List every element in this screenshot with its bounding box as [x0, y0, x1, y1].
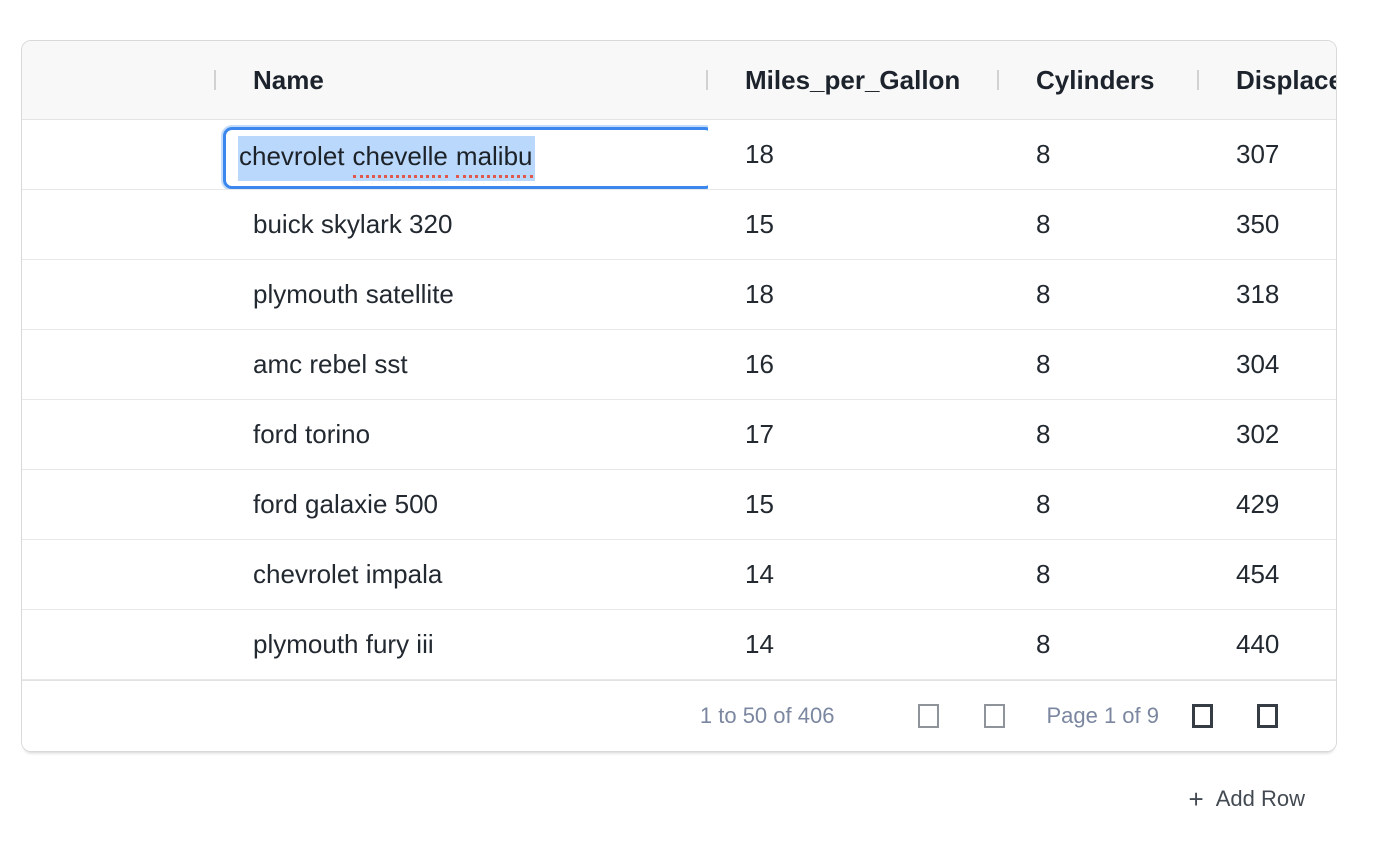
data-grid: Name Miles_per_Gallon Cylinders Displace… [21, 40, 1337, 752]
first-page-icon [918, 704, 940, 728]
header-name[interactable]: Name [216, 41, 708, 119]
cylinders-cell[interactable]: 8 [1036, 139, 1051, 169]
displacement-cell[interactable]: 429 [1236, 489, 1280, 519]
cylinders-cell[interactable]: 8 [1036, 279, 1051, 309]
plus-icon: + [1188, 784, 1204, 814]
cylinders-cell[interactable]: 8 [1036, 209, 1051, 239]
name-cell[interactable]: amc rebel sst [253, 349, 408, 379]
cell-editor-input[interactable]: chevrolet chevelle malibu [223, 127, 708, 189]
displacement-cell[interactable]: 307 [1236, 139, 1280, 169]
blank-cell [22, 610, 216, 679]
column-resize-handle[interactable] [1197, 70, 1199, 90]
cylinders-cell[interactable]: 8 [1036, 559, 1051, 589]
column-resize-handle[interactable] [706, 70, 708, 90]
cylinders-cell[interactable]: 8 [1036, 629, 1051, 659]
editor-word: chevrolet [239, 140, 345, 171]
table-row: plymouth fury iii 14 8 440 [22, 610, 1336, 680]
page-label: Page 1 of 9 [1046, 703, 1159, 728]
table-row: chevrolet impala 14 8 454 [22, 540, 1336, 610]
name-cell[interactable]: ford torino [253, 419, 371, 449]
text-selection: chevrolet chevelle malibu [238, 135, 535, 181]
mpg-cell[interactable]: 14 [745, 559, 774, 589]
name-cell[interactable]: buick skylark 320 [253, 209, 453, 239]
table-row: ford galaxie 500 15 8 429 [22, 470, 1336, 540]
mpg-cell[interactable]: 17 [745, 419, 774, 449]
column-resize-handle[interactable] [214, 70, 216, 90]
mpg-cell[interactable]: 14 [745, 629, 774, 659]
grid-header: Name Miles_per_Gallon Cylinders Displace… [22, 41, 1336, 120]
blank-cell [22, 400, 216, 469]
add-row-button[interactable]: + Add Row [1189, 783, 1305, 815]
mpg-cell[interactable]: 18 [745, 279, 774, 309]
header-cylinders[interactable]: Cylinders [999, 41, 1199, 119]
displacement-cell[interactable]: 302 [1236, 419, 1280, 449]
name-cell[interactable]: ford galaxie 500 [253, 489, 439, 519]
header-miles-per-gallon[interactable]: Miles_per_Gallon [708, 41, 999, 119]
header-name-label: Name [253, 64, 324, 95]
displacement-cell[interactable]: 350 [1236, 209, 1280, 239]
editor-word: chevelle [352, 141, 448, 178]
next-page-icon [1192, 704, 1213, 728]
name-cell[interactable]: chevrolet impala [253, 559, 443, 589]
name-cell[interactable]: plymouth fury iii [253, 629, 434, 659]
header-displacement-label: Displacement [1236, 64, 1336, 95]
name-cell: chevrolet chevelle malibu [216, 120, 708, 189]
header-displacement[interactable]: Displacement [1199, 41, 1336, 119]
table-row: plymouth satellite 18 8 318 [22, 260, 1336, 330]
last-page-button[interactable] [1257, 704, 1278, 728]
table-row: amc rebel sst 16 8 304 [22, 330, 1336, 400]
cylinders-cell[interactable]: 8 [1036, 489, 1051, 519]
first-page-button[interactable] [918, 704, 940, 728]
row-range-label: 1 to 50 of 406 [699, 703, 835, 728]
add-row-label: Add Row [1215, 786, 1305, 811]
name-cell[interactable]: plymouth satellite [253, 279, 454, 309]
table-row: buick skylark 320 15 8 350 [22, 190, 1336, 260]
mpg-cell[interactable]: 15 [745, 489, 774, 519]
cylinders-cell[interactable]: 8 [1036, 419, 1051, 449]
grid-body: chevrolet chevelle malibu 18 8 307 buick s… [22, 120, 1336, 680]
displacement-cell[interactable]: 304 [1236, 349, 1280, 379]
blank-cell [22, 260, 216, 329]
header-cylinders-label: Cylinders [1036, 64, 1155, 95]
mpg-cell[interactable]: 18 [745, 139, 774, 169]
pagination-bar: 1 to 50 of 406 Page 1 of 9 [22, 680, 1336, 751]
table-row: ford torino 17 8 302 [22, 400, 1336, 470]
blank-cell [22, 190, 216, 259]
next-page-button[interactable] [1192, 704, 1213, 728]
previous-page-button[interactable] [984, 704, 1006, 728]
mpg-cell[interactable]: 16 [745, 349, 774, 379]
blank-cell [22, 540, 216, 609]
blank-cell [22, 470, 216, 539]
blank-cell [22, 330, 216, 399]
displacement-cell[interactable]: 318 [1236, 279, 1280, 309]
displacement-cell[interactable]: 440 [1236, 629, 1280, 659]
cylinders-cell[interactable]: 8 [1036, 349, 1051, 379]
editor-word: malibu [455, 141, 533, 178]
header-blank-column [22, 41, 216, 119]
previous-page-icon [984, 704, 1006, 728]
mpg-cell[interactable]: 15 [745, 209, 774, 239]
last-page-icon [1257, 704, 1278, 728]
blank-cell [22, 120, 216, 189]
column-resize-handle[interactable] [997, 70, 999, 90]
table-row: chevrolet chevelle malibu 18 8 307 [22, 120, 1336, 190]
header-miles-per-gallon-label: Miles_per_Gallon [745, 64, 961, 95]
displacement-cell[interactable]: 454 [1236, 559, 1280, 589]
